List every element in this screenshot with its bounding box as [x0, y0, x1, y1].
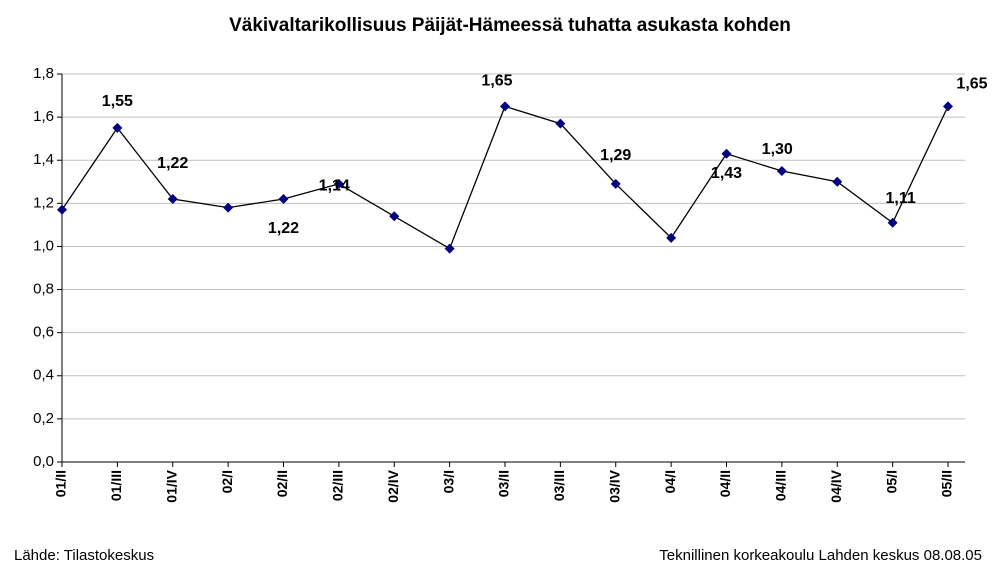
- x-tick-label: 02/II: [274, 470, 290, 497]
- data-point: [832, 176, 843, 187]
- y-tick-label: 0,0: [33, 453, 54, 470]
- y-tick-label: 1,4: [33, 151, 54, 168]
- x-tick-label: 02/III: [330, 470, 346, 501]
- y-tick-label: 1,8: [33, 65, 54, 82]
- data-point: [333, 178, 344, 189]
- data-label: 1,29: [600, 147, 631, 164]
- credit-note: Teknillinen korkeakoulu Lahden keskus 08…: [659, 547, 982, 564]
- x-tick-label: 03/I: [440, 470, 456, 493]
- data-point: [223, 202, 234, 213]
- data-label: 1,65: [481, 73, 512, 90]
- x-tick-label: 05/II: [939, 470, 955, 497]
- data-point: [444, 243, 455, 254]
- x-tick-label: 01/II: [53, 470, 69, 497]
- data-line: [61, 105, 949, 250]
- data-label: 1,43: [711, 165, 742, 182]
- x-tick-label: 04/I: [662, 470, 678, 493]
- data-point: [278, 194, 289, 205]
- y-tick-label: 0,8: [33, 281, 54, 298]
- x-tick-label: 02/I: [219, 470, 235, 493]
- data-point: [500, 101, 510, 112]
- y-tick-label: 0,2: [33, 410, 54, 427]
- y-tick-label: 1,0: [33, 237, 54, 254]
- data-label: 1,30: [762, 141, 793, 158]
- data-point: [389, 211, 400, 222]
- x-tick-label: 01/IV: [163, 469, 179, 502]
- x-tick-label: 02/IV: [385, 469, 401, 502]
- y-tick-label: 1,2: [33, 194, 54, 211]
- y-tick-label: 0,6: [33, 324, 54, 341]
- x-tick-label: 05/I: [883, 470, 899, 493]
- x-tick-label: 04/II: [717, 470, 733, 497]
- data-point: [666, 232, 677, 243]
- y-tick-label: 1,6: [33, 108, 54, 125]
- y-tick-label: 0,4: [33, 367, 54, 384]
- chart-title: Väkivaltarikollisuus Päijät-Hämeessä tuh…: [229, 15, 791, 36]
- data-label: 1,22: [268, 220, 299, 237]
- data-label: 1,55: [102, 93, 133, 110]
- data-point: [776, 166, 787, 176]
- x-tick-label: 03/III: [551, 470, 567, 501]
- data-point: [943, 101, 953, 112]
- x-tick-label: 01/III: [108, 470, 124, 501]
- data-point: [721, 148, 732, 159]
- data-point: [167, 194, 178, 205]
- data-label: 1,65: [956, 76, 987, 93]
- x-tick-label: 03/II: [496, 470, 512, 497]
- x-tick-label: 04/III: [773, 470, 789, 501]
- data-point: [112, 122, 123, 133]
- data-point: [887, 217, 898, 228]
- data-label: 1,22: [157, 155, 188, 172]
- x-tick-label: 03/IV: [606, 469, 622, 502]
- source-note: Lähde: Tilastokeskus: [14, 547, 154, 564]
- data-label: 1,14: [319, 177, 350, 194]
- data-point: [610, 178, 621, 189]
- data-label: 1,11: [885, 190, 915, 207]
- x-tick-label: 04/IV: [828, 469, 844, 502]
- data-point: [555, 118, 566, 129]
- data-point: [57, 204, 67, 215]
